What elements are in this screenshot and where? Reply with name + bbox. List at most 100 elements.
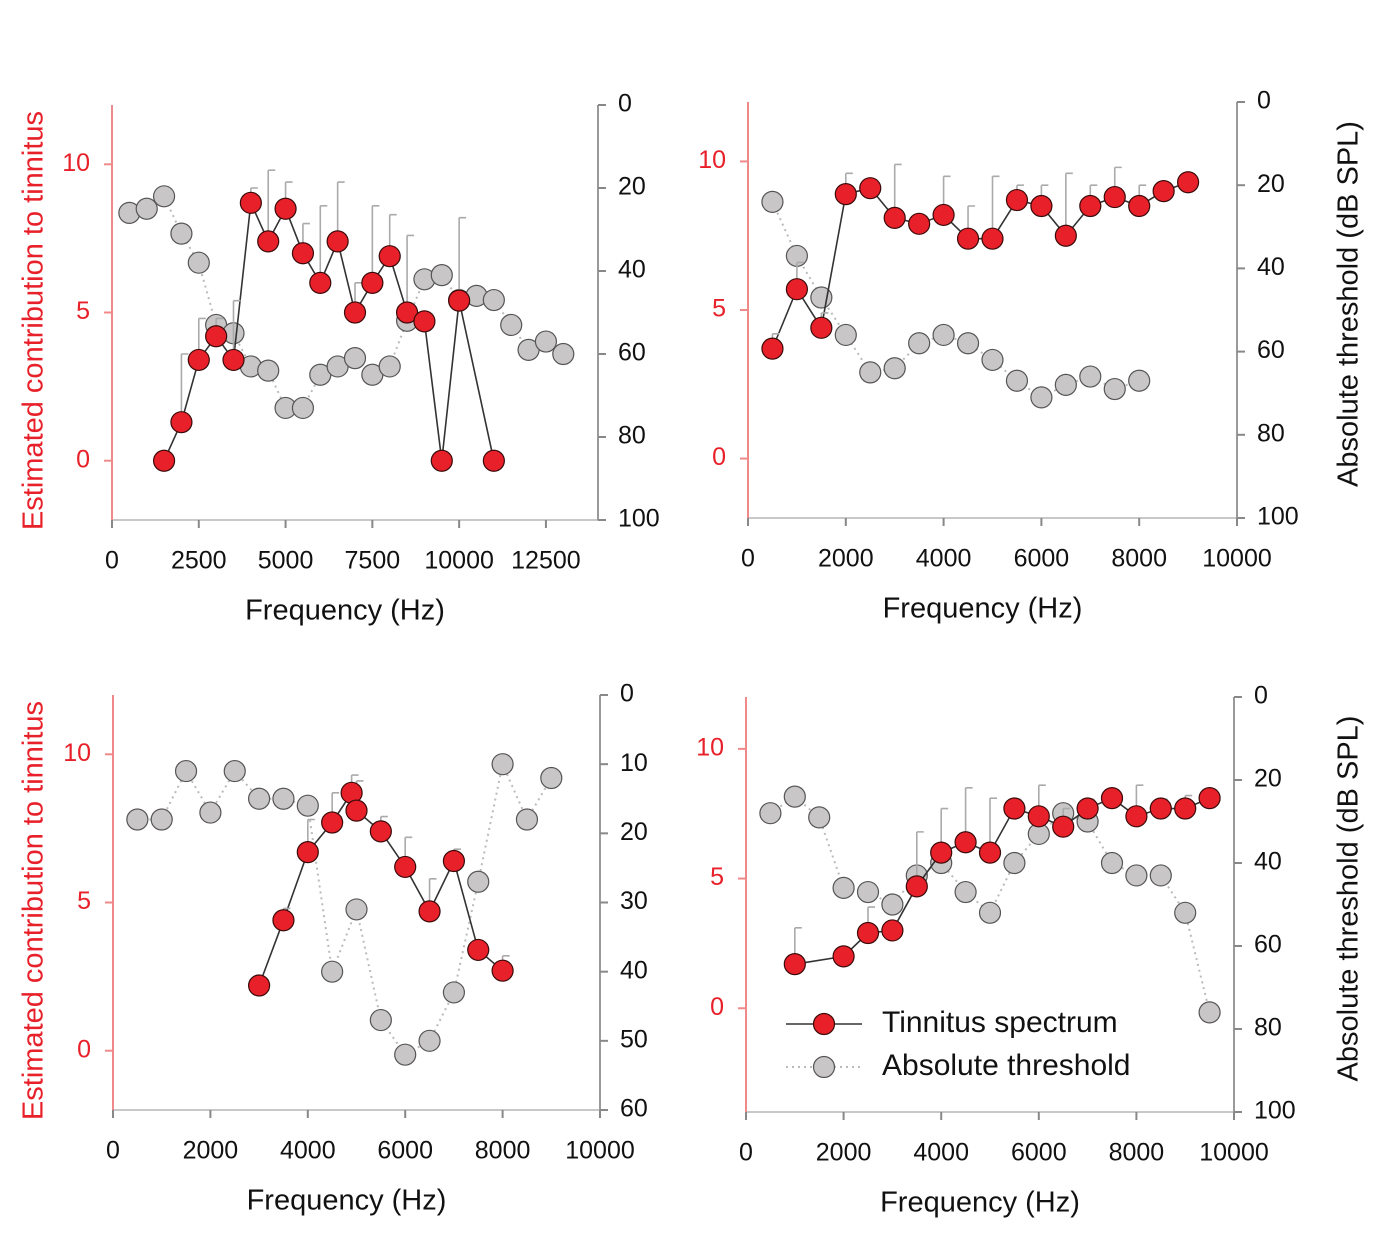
x-tick-label: 10000 — [1199, 1139, 1269, 1167]
y-tick-label: 10 — [698, 146, 726, 174]
marker — [810, 316, 833, 339]
marker — [1125, 864, 1148, 887]
marker — [834, 183, 857, 206]
y2-tick-label: 80 — [1254, 1014, 1282, 1042]
marker — [345, 799, 368, 822]
marker — [1198, 1001, 1221, 1024]
y-tick-label: 0 — [76, 445, 90, 473]
marker — [126, 808, 149, 831]
marker — [199, 801, 222, 824]
error-bar — [458, 216, 467, 301]
marker — [883, 206, 906, 229]
marker — [394, 1043, 417, 1066]
marker — [832, 876, 855, 900]
x-tick-label: 0 — [106, 1137, 120, 1165]
y2-tick-label: 20 — [620, 818, 648, 846]
y2-axis-label: Absolute threshold (dB SPL) — [1333, 716, 1365, 1082]
x-axis-label: Frequency (Hz) — [245, 595, 445, 627]
series-line — [794, 797, 1210, 965]
marker — [491, 959, 514, 982]
marker — [1176, 171, 1200, 194]
marker — [418, 1029, 441, 1052]
marker — [1103, 377, 1126, 401]
marker — [783, 785, 806, 808]
series-line — [771, 201, 1140, 399]
marker — [174, 759, 198, 783]
x-tick-label: 8000 — [1111, 545, 1167, 573]
marker — [954, 831, 977, 854]
marker — [932, 323, 955, 347]
marker — [908, 332, 931, 355]
y2-tick-label: 40 — [1257, 253, 1285, 281]
marker — [378, 355, 401, 378]
marker — [223, 759, 246, 783]
marker — [187, 348, 210, 372]
marker — [908, 212, 931, 235]
error-bar — [406, 234, 415, 313]
marker — [430, 264, 453, 287]
marker — [343, 347, 367, 370]
marker — [515, 808, 539, 831]
y2-tick-label: 50 — [620, 1025, 648, 1053]
y2-tick-label: 0 — [1257, 87, 1271, 115]
y-tick-label: 10 — [696, 733, 724, 761]
marker — [1076, 797, 1099, 820]
y2-tick-label: 60 — [618, 339, 646, 367]
marker — [152, 449, 176, 472]
panel: 0 2500 5000 7500 10000 125000510020406080100F… — [18, 90, 660, 627]
y-tick-label: 5 — [710, 863, 724, 891]
x-tick-label: 8000 — [475, 1137, 531, 1165]
marker — [222, 348, 245, 372]
marker — [152, 185, 176, 208]
error-bar — [267, 169, 276, 242]
marker — [274, 197, 297, 220]
marker — [248, 974, 271, 997]
y2-tick-label: 40 — [618, 256, 646, 284]
y2-tick-label: 60 — [1257, 336, 1285, 364]
x-tick-label: 4000 — [916, 545, 972, 573]
marker — [321, 811, 344, 834]
x-tick-label: 0 — [739, 1139, 753, 1167]
marker — [467, 870, 490, 893]
x-tick-label: 8000 — [1109, 1139, 1165, 1167]
marker — [1079, 365, 1102, 388]
marker — [1174, 797, 1197, 820]
marker — [978, 841, 1002, 864]
marker — [257, 359, 280, 382]
marker — [361, 271, 384, 294]
x-tick-label: 10000 — [424, 547, 494, 575]
series-line — [258, 790, 504, 986]
marker — [1149, 797, 1172, 820]
marker — [248, 787, 271, 810]
marker — [1125, 805, 1148, 828]
y2-tick-label: 60 — [620, 1095, 648, 1123]
panel: 0 2000 4000 6000 8000 100000510020406080100Fr… — [696, 682, 1364, 1219]
marker — [1027, 805, 1050, 828]
marker — [1054, 224, 1077, 247]
marker — [296, 841, 319, 864]
marker — [500, 313, 523, 337]
marker — [150, 808, 173, 831]
marker — [808, 806, 831, 829]
marker — [482, 449, 505, 472]
y2-tick-label: 0 — [1254, 682, 1268, 710]
x-tick-label: 2500 — [171, 547, 227, 575]
y2-tick-label: 30 — [620, 887, 648, 915]
marker — [170, 411, 193, 434]
y-tick-label: 5 — [76, 297, 90, 325]
y-tick-label: 10 — [63, 739, 91, 767]
x-tick-label: 4000 — [280, 1137, 336, 1165]
y2-tick-label: 100 — [1254, 1097, 1296, 1125]
x-tick-label: 6000 — [377, 1137, 433, 1165]
marker — [761, 337, 784, 360]
y2-tick-label: 80 — [618, 422, 646, 450]
marker — [1103, 185, 1126, 209]
y2-tick-label: 0 — [618, 90, 632, 118]
x-tick-label: 6000 — [1011, 1139, 1067, 1167]
marker — [1198, 787, 1221, 810]
marker — [291, 242, 315, 265]
y2-tick-label: 20 — [1257, 170, 1285, 198]
marker — [761, 190, 784, 213]
marker — [759, 802, 782, 825]
